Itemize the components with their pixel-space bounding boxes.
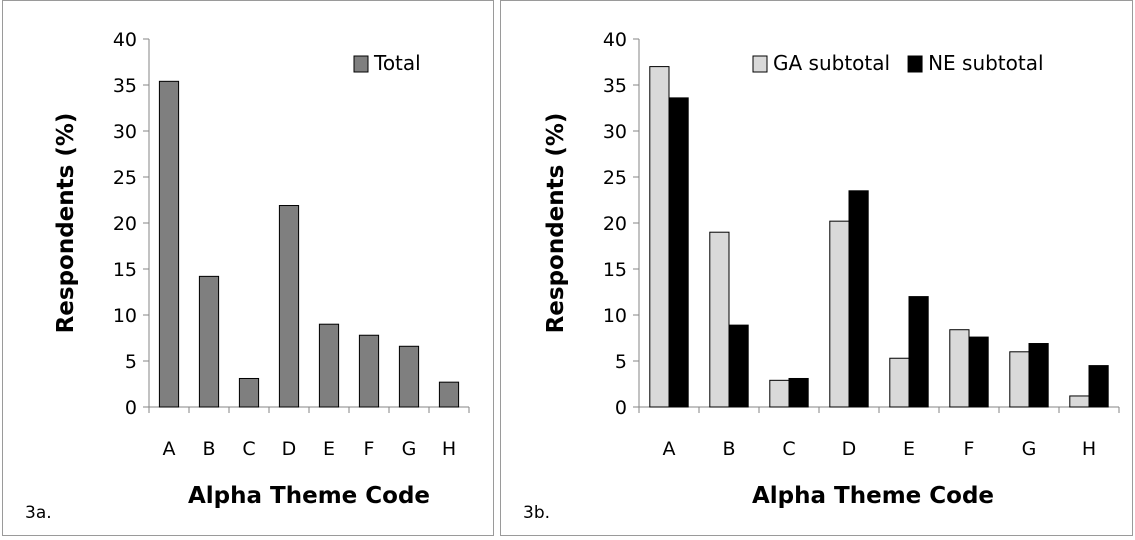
legend-label: GA subtotal <box>773 51 890 75</box>
x-tick-label: D <box>842 438 857 460</box>
legend-label: Total <box>373 51 421 75</box>
bar <box>949 329 970 408</box>
y-tick-label: 30 <box>113 121 137 143</box>
bar <box>908 296 929 408</box>
y-tick-label: 20 <box>113 213 137 235</box>
legend-label: NE subtotal <box>928 51 1043 75</box>
y-tick-label: 35 <box>603 75 627 97</box>
y-tick-label: 10 <box>603 305 627 327</box>
bar <box>238 377 260 408</box>
bar <box>1088 365 1109 408</box>
y-tick-label: 0 <box>615 397 627 419</box>
bar <box>829 220 850 408</box>
y-tick-label: 40 <box>603 29 627 51</box>
bar <box>788 377 809 408</box>
bar <box>709 231 730 408</box>
y-tick-label: 30 <box>603 121 627 143</box>
x-tick-label: H <box>442 438 456 460</box>
chart-3b: 0 5 10 15 20 25 30 35 40 A B C D E F G H Alpha Theme Code… <box>543 29 1120 509</box>
bar <box>278 205 300 408</box>
y-tick-label: 10 <box>113 305 137 327</box>
bar <box>158 80 180 408</box>
y-tick-label: 15 <box>603 259 627 281</box>
bar <box>728 324 749 408</box>
bar <box>649 66 670 408</box>
x-tick-label: B <box>722 438 735 460</box>
x-tick-label: E <box>903 438 915 460</box>
x-tick-label: D <box>282 438 297 460</box>
y-axis-title: Respondents (%) <box>53 113 79 334</box>
x-axis-title: Alpha Theme Code <box>188 483 430 509</box>
panel-label-3a: 3a. <box>25 503 52 523</box>
chart-3a: 0 5 10 15 20 25 30 35 40 A B C D E F G H Alpha Theme Code… <box>53 29 470 509</box>
x-tick-label: A <box>163 438 176 460</box>
panel-label-3b: 3b. <box>523 503 551 523</box>
y-tick-label: 15 <box>113 259 137 281</box>
bar <box>1028 343 1049 408</box>
x-tick-label: H <box>1082 438 1096 460</box>
bar <box>398 345 420 408</box>
x-tick-label: C <box>782 438 795 460</box>
bar <box>1069 395 1090 408</box>
x-tick-label: C <box>242 438 255 460</box>
y-tick-label: 25 <box>113 167 137 189</box>
y-tick-label: 20 <box>603 213 627 235</box>
x-tick-label: F <box>364 438 375 460</box>
bar <box>668 97 689 408</box>
bar <box>968 336 989 408</box>
y-tick-label: 5 <box>615 351 627 373</box>
y-tick-label: 25 <box>603 167 627 189</box>
x-tick-label: E <box>323 438 335 460</box>
legend-swatch <box>907 55 923 73</box>
bar <box>438 381 460 408</box>
y-axis-title: Respondents (%) <box>543 113 569 334</box>
x-tick-label: A <box>663 438 676 460</box>
x-tick-label: G <box>1022 438 1037 460</box>
chart-panel-3a: 0 5 10 15 20 25 30 35 40 A B C D E F G H Alpha Theme Code… <box>2 0 494 536</box>
bar <box>318 323 340 408</box>
y-tick-label: 5 <box>125 351 137 373</box>
x-tick-label: B <box>202 438 215 460</box>
y-tick-label: 35 <box>113 75 137 97</box>
bar <box>198 275 220 408</box>
y-tick-label: 0 <box>125 397 137 419</box>
x-axis-title: Alpha Theme Code <box>752 483 994 509</box>
bar <box>769 379 790 408</box>
y-tick-label: 40 <box>113 29 137 51</box>
bar <box>1009 351 1030 408</box>
bar <box>889 357 910 408</box>
chart-panel-3b: 0 5 10 15 20 25 30 35 40 A B C D E F G H Alpha Theme Code… <box>500 0 1133 536</box>
x-tick-label: F <box>964 438 975 460</box>
legend-swatch <box>353 55 369 73</box>
legend-swatch <box>752 55 768 73</box>
bar <box>358 334 380 408</box>
bar <box>848 190 869 408</box>
x-tick-label: G <box>402 438 417 460</box>
